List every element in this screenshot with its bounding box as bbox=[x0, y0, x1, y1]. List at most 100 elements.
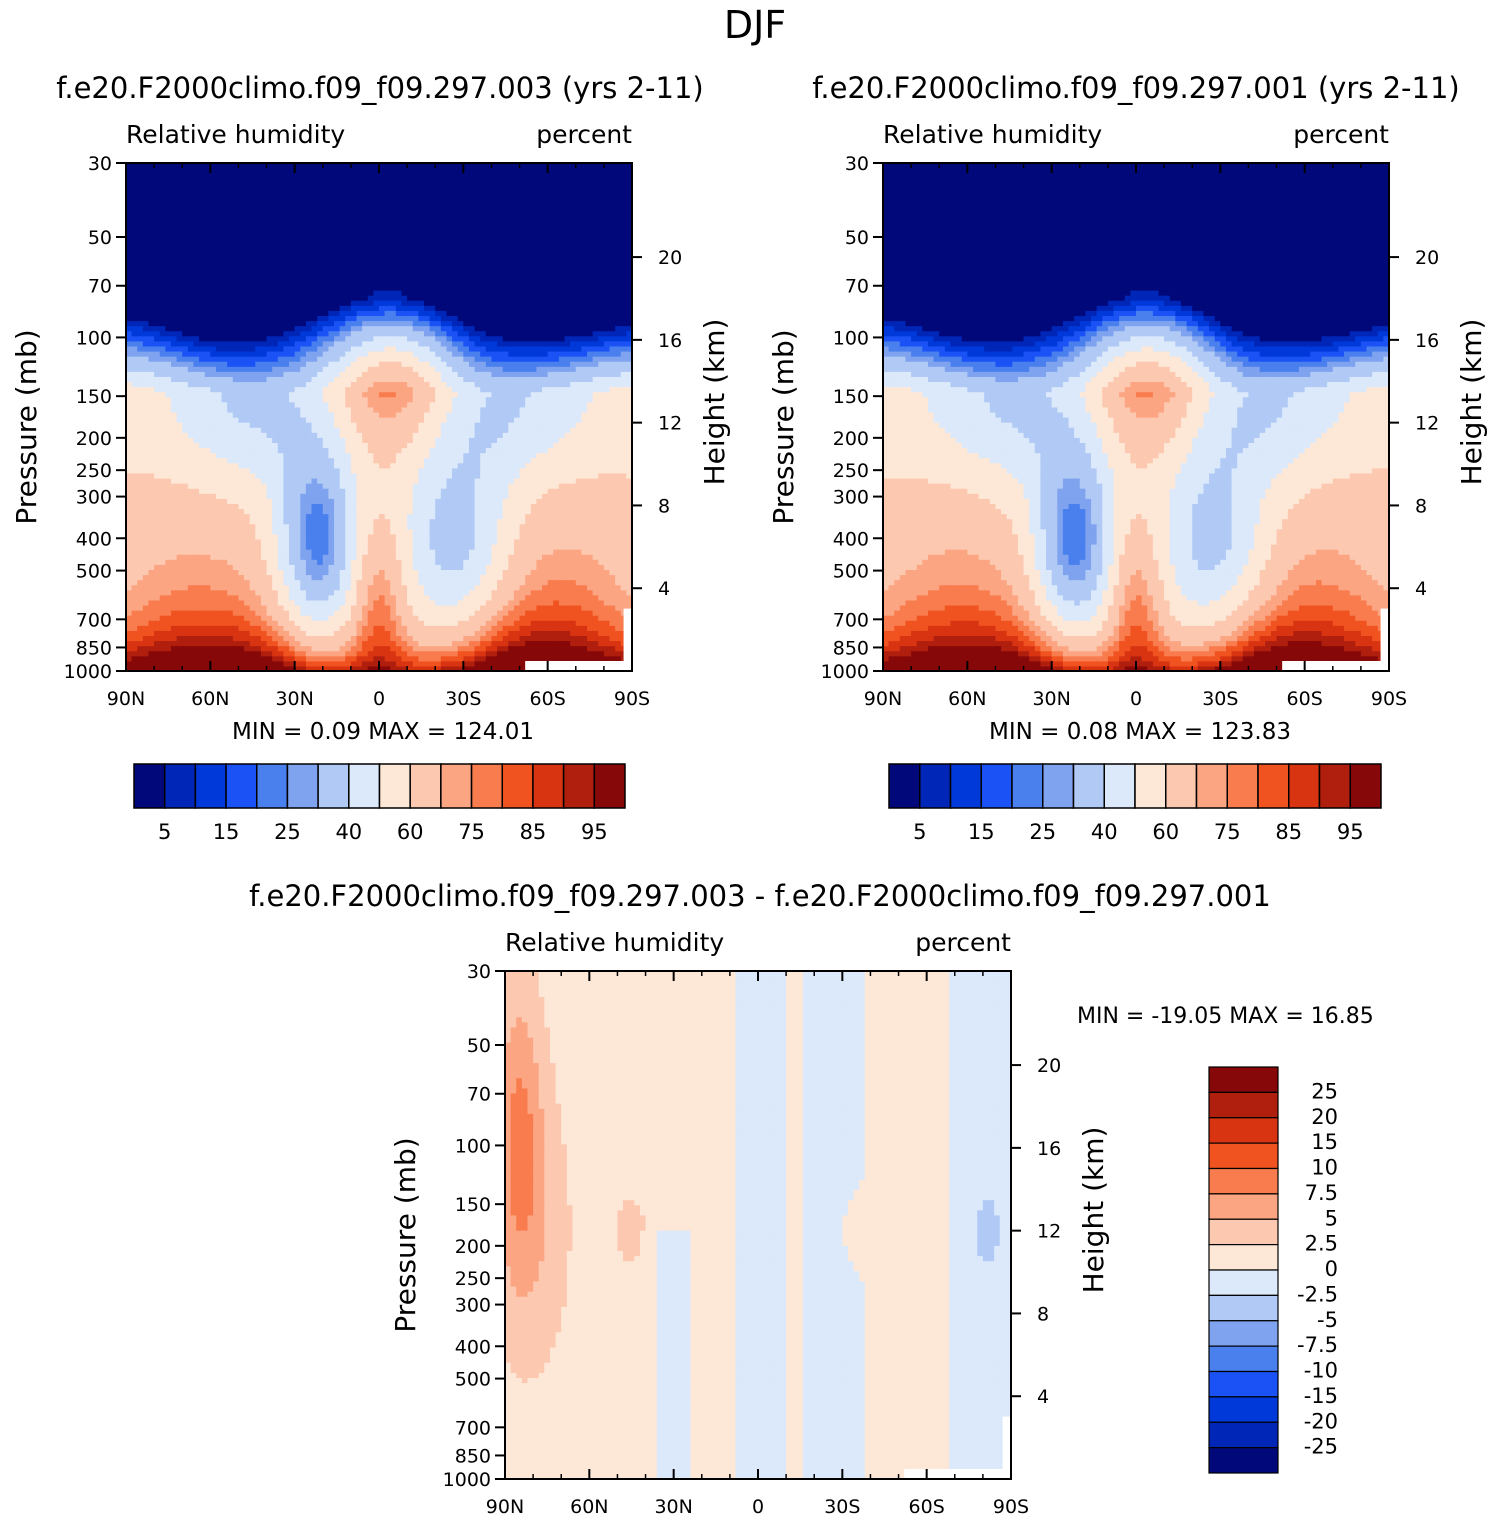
contour-cell bbox=[176, 254, 183, 261]
contour-cell bbox=[289, 244, 296, 250]
contour-cell bbox=[334, 564, 341, 570]
contour-cell bbox=[350, 549, 358, 555]
contour-cell bbox=[272, 264, 279, 271]
contour-cell bbox=[395, 295, 403, 301]
contour-cell bbox=[362, 528, 369, 535]
contour-cell bbox=[249, 320, 256, 327]
case-title: f.e20.F2000climo.f09_f09.297.003 (yrs 2-… bbox=[56, 71, 703, 105]
contour-cell bbox=[137, 295, 144, 301]
contour-cell bbox=[339, 229, 346, 235]
contour-cell bbox=[334, 244, 341, 250]
contour-cell bbox=[362, 447, 369, 454]
contour-cell bbox=[238, 620, 245, 626]
contour-cell bbox=[294, 254, 301, 261]
contour-cell bbox=[148, 163, 155, 169]
contour-cell bbox=[182, 386, 189, 393]
contour-cell bbox=[142, 417, 150, 423]
contour-cell bbox=[238, 574, 245, 581]
contour-cell bbox=[244, 422, 251, 428]
contour-cell bbox=[238, 356, 245, 362]
contour-cell bbox=[249, 549, 256, 555]
contour-cell bbox=[255, 467, 262, 474]
contour-cell bbox=[317, 269, 324, 276]
contour-cell bbox=[384, 528, 391, 535]
contour-cell bbox=[390, 325, 397, 332]
contour-cell bbox=[165, 457, 172, 464]
contour-cell bbox=[182, 290, 189, 296]
contour-cell bbox=[148, 498, 155, 504]
contour-cell bbox=[283, 386, 290, 393]
contour-cell bbox=[210, 168, 217, 174]
contour-cell bbox=[221, 279, 228, 286]
contour-cell bbox=[322, 483, 329, 489]
contour-cell bbox=[255, 223, 262, 230]
contour-cell bbox=[334, 513, 341, 520]
contour-cell bbox=[300, 229, 307, 235]
contour-cell bbox=[277, 396, 285, 403]
contour-cell bbox=[367, 350, 374, 357]
contour-cell bbox=[227, 457, 234, 464]
contour-cell bbox=[142, 163, 150, 169]
contour-cell bbox=[232, 325, 240, 332]
contour-cell bbox=[289, 462, 296, 469]
contour-cell bbox=[334, 371, 341, 377]
contour-cell bbox=[142, 229, 150, 235]
contour-cell bbox=[317, 523, 324, 530]
contour-cell bbox=[379, 518, 386, 525]
contour-cell bbox=[272, 564, 279, 570]
contour-cell bbox=[215, 544, 223, 550]
contour-cell bbox=[384, 203, 391, 210]
contour-cell bbox=[142, 274, 150, 281]
contour-cell bbox=[390, 198, 397, 205]
contour-cell bbox=[350, 295, 358, 301]
contour-cell bbox=[187, 483, 195, 489]
contour-cell bbox=[339, 223, 346, 230]
contour-cell bbox=[300, 477, 307, 484]
contour-cell bbox=[126, 193, 133, 200]
contour-cell bbox=[182, 569, 189, 576]
contour-cell bbox=[232, 422, 240, 428]
contour-cell bbox=[126, 610, 133, 616]
contour-cell bbox=[272, 498, 279, 504]
contour-cell bbox=[227, 300, 234, 306]
contour-cell bbox=[362, 223, 369, 230]
contour-cell bbox=[283, 660, 290, 667]
contour-cell bbox=[148, 300, 155, 306]
contour-cell bbox=[362, 523, 369, 530]
contour-cell bbox=[345, 655, 352, 662]
contour-cell bbox=[255, 330, 262, 337]
contour-cell bbox=[232, 447, 240, 454]
contour-cell bbox=[182, 564, 189, 570]
contour-cell bbox=[176, 188, 183, 195]
contour-cell bbox=[362, 290, 369, 296]
contour-cell bbox=[317, 411, 324, 418]
contour-cell bbox=[289, 320, 296, 327]
contour-cell bbox=[272, 650, 279, 657]
contour-cell bbox=[137, 264, 144, 271]
contour-cell bbox=[311, 417, 318, 423]
contour-cell bbox=[165, 361, 172, 367]
contour-cell bbox=[232, 452, 240, 459]
contour-cell bbox=[283, 274, 290, 281]
contour-cell bbox=[176, 396, 183, 403]
contour-cell bbox=[311, 533, 318, 540]
contour-cell bbox=[182, 625, 189, 631]
contour-cell bbox=[356, 371, 363, 377]
contour-cell bbox=[345, 447, 352, 454]
contour-cell bbox=[204, 437, 211, 443]
contour-cell bbox=[126, 239, 133, 245]
contour-cell bbox=[401, 391, 408, 398]
contour-cell bbox=[142, 640, 150, 647]
contour-cell bbox=[390, 361, 397, 367]
contour-cell bbox=[193, 467, 200, 474]
contour-cell bbox=[294, 305, 301, 311]
contour-cell bbox=[390, 244, 397, 250]
contour-cell bbox=[362, 625, 369, 631]
contour-cell bbox=[272, 315, 279, 322]
contour-cell bbox=[305, 396, 313, 403]
contour-cell bbox=[131, 249, 138, 256]
contour-cell bbox=[395, 615, 403, 621]
contour-cell bbox=[379, 396, 386, 403]
contour-cell bbox=[221, 249, 228, 256]
contour-cell bbox=[328, 325, 335, 332]
